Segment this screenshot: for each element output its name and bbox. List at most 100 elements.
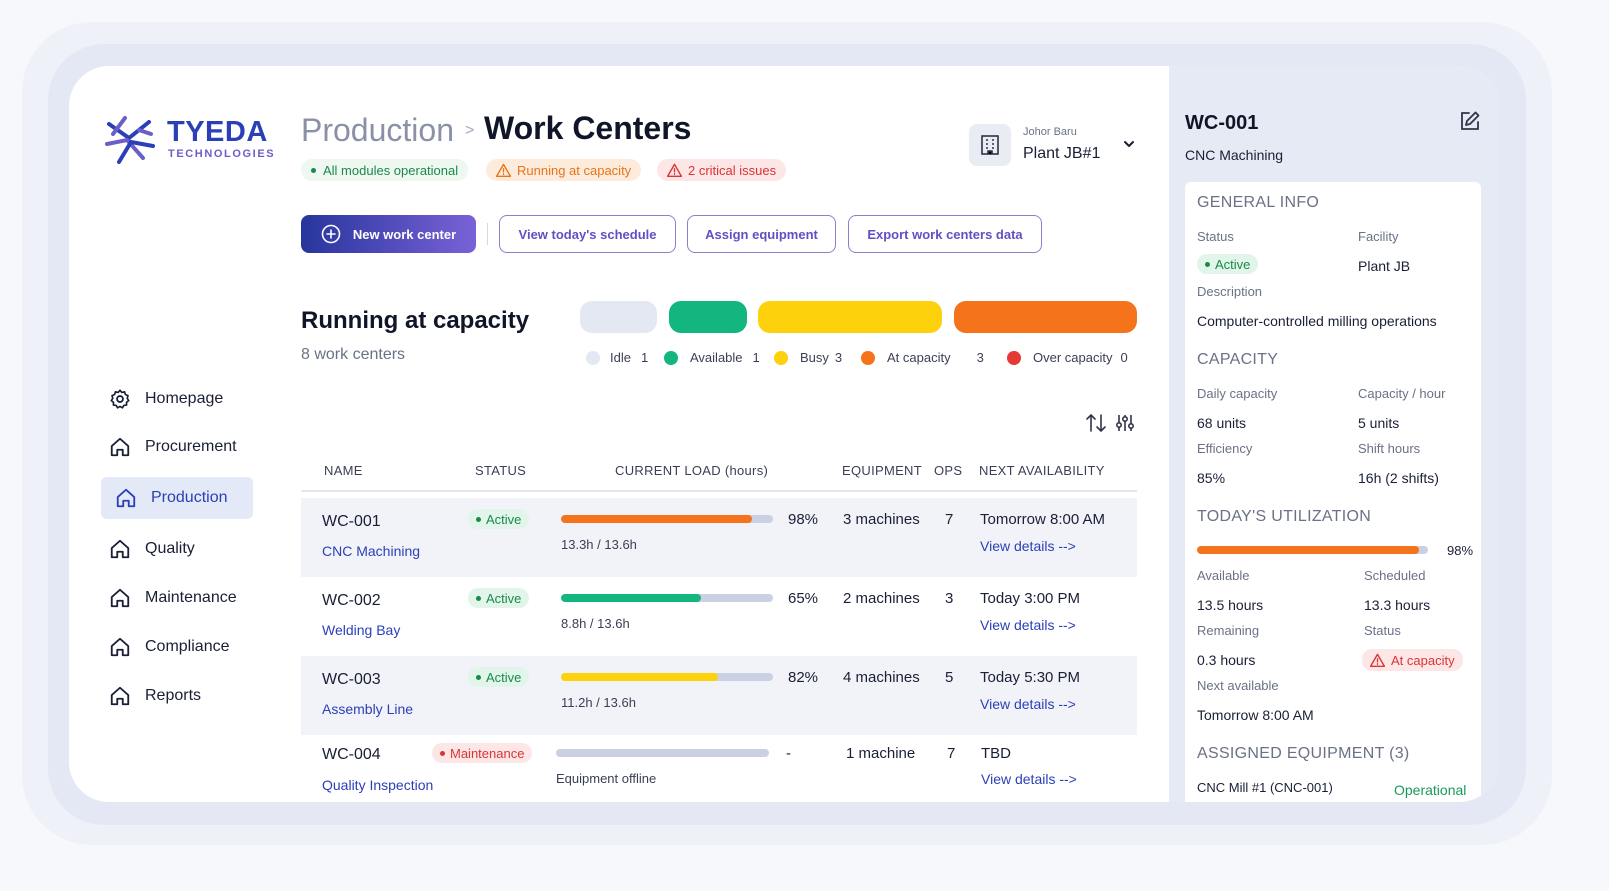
- nav-item-maintenance[interactable]: Maintenance: [101, 577, 253, 619]
- table-row[interactable]: WC-004 Quality Inspection Maintenance - …: [301, 735, 1137, 802]
- table-row[interactable]: WC-003 Assembly Line Active 82% 11.2h / …: [301, 656, 1137, 735]
- row-name: Assembly Line: [322, 701, 414, 717]
- column-header-status[interactable]: STATUS: [475, 463, 527, 478]
- nav-item-production[interactable]: Production: [101, 477, 253, 519]
- load-bar-fill: [561, 594, 701, 602]
- capacity-title: Running at capacity: [301, 307, 530, 334]
- home-icon: [110, 437, 130, 457]
- column-header-equipment[interactable]: EQUIPMENT: [842, 463, 922, 478]
- next-availability: Today 3:00 PM: [980, 590, 1081, 607]
- equipment-count: 1 machine: [846, 745, 916, 762]
- load-hours: 8.8h / 13.6h: [561, 616, 630, 631]
- table-row[interactable]: WC-002 Welding Bay Active 65% 8.8h / 13.…: [301, 577, 1137, 656]
- nav-item-quality[interactable]: Quality: [101, 528, 253, 570]
- value-efficiency: 85%: [1197, 470, 1226, 486]
- equipment-count: 2 machines: [843, 590, 920, 607]
- status-pill-critical[interactable]: 2 critical issues: [657, 159, 787, 181]
- badge-label: At capacity: [1391, 652, 1455, 668]
- value-capacity-hour: 5 units: [1358, 415, 1400, 431]
- status-badge: Active: [468, 667, 530, 687]
- next-availability: Tomorrow 8:00 AM: [980, 511, 1106, 528]
- load-bar: [561, 515, 773, 523]
- plant-selector-icon-box[interactable]: [969, 124, 1011, 166]
- view-details-link[interactable]: View details -->: [980, 617, 1076, 633]
- legend-count: 3: [834, 350, 843, 365]
- status-pill-capacity: Running at capacity: [486, 159, 642, 181]
- legend-count: 1: [640, 350, 649, 365]
- table-row[interactable]: WC-001 CNC Machining Active 98% 13.3h / …: [301, 498, 1137, 577]
- building-icon: [981, 135, 999, 155]
- nav-item-homepage[interactable]: Homepage: [101, 378, 253, 420]
- export-data-button[interactable]: Export work centers data: [848, 215, 1042, 253]
- header-divider: [301, 490, 1137, 492]
- breadcrumb-separator: >: [465, 122, 475, 139]
- detail-status-badge: Active: [1197, 254, 1259, 274]
- breadcrumb-production[interactable]: Production: [301, 112, 454, 148]
- nav-item-compliance[interactable]: Compliance: [101, 626, 253, 668]
- legend-label: At capacity: [887, 350, 951, 365]
- next-availability: TBD: [981, 745, 1011, 762]
- column-header-load[interactable]: CURRENT LOAD (hours): [615, 463, 769, 478]
- pill-label: 2 critical issues: [688, 162, 777, 178]
- app-window: TYEDA TECHNOLOGIES Homepage Procurement …: [69, 66, 1499, 802]
- view-schedule-button[interactable]: View today's schedule: [499, 215, 676, 253]
- new-work-center-button[interactable]: New work center: [301, 215, 476, 253]
- home-icon: [110, 637, 130, 657]
- section-utilization: TODAY'S UTILIZATION: [1197, 508, 1372, 525]
- ops-count: 7: [947, 745, 956, 762]
- segment-available: [669, 301, 747, 333]
- dot-icon: [476, 595, 481, 601]
- legend-label: Over capacity: [1033, 350, 1113, 365]
- column-header-name[interactable]: NAME: [324, 463, 363, 478]
- status-badge: Maintenance: [432, 743, 533, 763]
- nav-item-procurement[interactable]: Procurement: [101, 426, 253, 468]
- value-available: 13.5 hours: [1197, 597, 1264, 613]
- label-shift-hours: Shift hours: [1358, 441, 1421, 456]
- column-header-ops[interactable]: OPS: [934, 463, 963, 478]
- equipment-item[interactable]: CNC Mill #1 (CNC-001): [1197, 780, 1333, 795]
- nav-label: Production: [151, 489, 228, 506]
- warning-icon: [667, 163, 682, 177]
- view-details-link[interactable]: View details -->: [980, 538, 1076, 554]
- value-shift-hours: 16h (2 shifts): [1358, 470, 1439, 486]
- plant-name[interactable]: Plant JB#1: [1023, 145, 1101, 162]
- badge-label: Active: [486, 590, 522, 606]
- nav-item-reports[interactable]: Reports: [101, 675, 253, 717]
- label-next-available: Next available: [1197, 678, 1279, 693]
- label-util-status: Status: [1364, 623, 1401, 638]
- dot-icon: [1205, 261, 1210, 267]
- load-hours: Equipment offline: [556, 771, 657, 786]
- assign-equipment-button[interactable]: Assign equipment: [687, 215, 836, 253]
- legend-label: Idle: [610, 350, 631, 365]
- column-header-next[interactable]: NEXT AVAILABILITY: [979, 463, 1105, 478]
- view-details-link[interactable]: View details -->: [980, 696, 1076, 712]
- legend-dot: [774, 350, 788, 365]
- button-label: New work center: [352, 226, 457, 242]
- legend-dot: [664, 350, 678, 365]
- load-bar-fill: [561, 673, 718, 681]
- chevron-down-icon[interactable]: [1123, 139, 1135, 149]
- legend-count: 3: [976, 350, 984, 365]
- view-details-link[interactable]: View details -->: [981, 771, 1077, 787]
- status-pill-operational: All modules operational: [301, 159, 469, 181]
- status-badge: Active: [468, 509, 530, 529]
- label-available: Available: [1197, 568, 1250, 583]
- load-hours: 11.2h / 13.6h: [561, 695, 636, 710]
- dot-icon: [440, 750, 445, 756]
- nav-label: Compliance: [145, 638, 230, 655]
- legend-count: 1: [752, 350, 760, 365]
- plus-circle-icon: [321, 224, 341, 244]
- dot-icon: [476, 674, 481, 680]
- label-capacity-hour: Capacity / hour: [1358, 386, 1446, 401]
- filter-sliders-icon[interactable]: [1115, 413, 1135, 433]
- sort-icon[interactable]: [1085, 413, 1107, 433]
- badge-label: Active: [1215, 256, 1251, 272]
- home-icon: [116, 488, 136, 508]
- label-status: Status: [1197, 229, 1234, 244]
- nav-label: Homepage: [145, 390, 224, 407]
- edit-icon[interactable]: [1459, 110, 1481, 132]
- legend-over-capacity: Over capacity 0: [1007, 350, 1128, 365]
- brand-name: TYEDA: [167, 116, 268, 148]
- label-facility: Facility: [1358, 229, 1399, 244]
- legend-at-capacity: At capacity 3: [861, 350, 984, 365]
